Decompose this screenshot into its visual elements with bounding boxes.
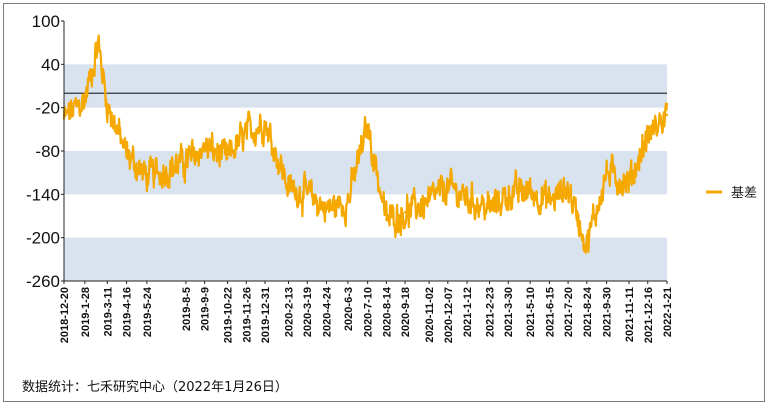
data-point [346,200,350,203]
data-point [325,207,328,210]
data-point [366,124,369,127]
data-point [507,193,510,196]
x-tick-label: 2020-3-19 [302,287,314,337]
data-point [97,41,100,44]
data-point [427,200,431,203]
x-tick-label: 2020-12-07 [443,287,455,343]
data-point [306,193,309,196]
data-point [263,120,267,124]
x-tick-label: 2019-10-22 [223,287,235,343]
x-tick-label: 2019-8-5 [181,287,193,331]
x-tick-label: 2021-2-23 [485,287,497,337]
series-line [62,34,669,254]
data-point [446,185,450,189]
x-tick-label: 2019-11-26 [241,287,253,343]
x-tick-label: 2019-3-11 [102,287,114,337]
x-tick-labels: 2018-12-20 2019-1-28 2019-3-11 2019-4-16 201… [59,281,674,343]
x-tick-label: 2021-1-12 [462,287,474,337]
data-point [203,146,206,149]
data-point [106,102,109,106]
x-tick-label: 2021-9-30 [602,287,614,337]
y-tick-label: -260 [26,272,60,291]
x-tick-label: 2019-9-9 [200,287,212,331]
x-tick-label: 2020-6-3 [343,287,355,331]
x-tick-label: 2021-7-20 [563,287,575,337]
data-point [385,218,388,221]
data-source-note: 数据统计：七禾研究中心（2022年1月26日） [22,380,288,395]
x-tick-label: 2021-5-10 [525,287,537,337]
data-point [465,196,469,200]
data-point [403,211,407,214]
x-tick-label: 2019-1-28 [80,287,92,337]
data-point [627,182,631,185]
data-point [83,99,87,102]
data-point [665,113,669,117]
legend: 基差 [706,186,757,201]
y-tick-label: -200 [26,229,60,248]
x-tick-label: 2021-6-15 [544,287,556,337]
y-tick-label: -140 [26,185,60,204]
x-tick-label: 2019-5-24 [142,286,154,337]
y-tick-label: 40 [41,55,60,74]
x-tick-label: 2021-12-16 [643,287,655,343]
series-line-basis [62,34,669,254]
y-tick-label: -20 [35,99,60,118]
legend-label: 基差 [731,186,757,201]
x-tick-label: 2021-3-30 [503,287,515,337]
x-tick-label: 2019-12-31 [260,287,272,343]
data-point [548,200,551,203]
y-tick-label: 100 [32,12,60,31]
data-point [226,157,229,160]
y-tick-label: -80 [35,142,60,161]
data-point [585,243,589,247]
x-tick-label: 2021-11-11 [624,287,636,342]
data-point [245,131,248,135]
x-tick-label: 2020-7-10 [363,287,375,337]
data-point [605,171,608,174]
data-point [125,153,128,156]
y-tick-labels: 100 40 -20 -80 -140 -200 -260 [26,12,64,291]
x-tick-label: 2020-8-14 [381,286,393,337]
x-tick-label: 2018-12-20 [59,287,71,343]
x-tick-label: 2020-11-02 [424,287,436,343]
x-tick-label: 2021-8-24 [582,286,594,337]
data-point [184,160,188,164]
data-point [528,189,532,192]
x-tick-label: 2022-1-21 [662,287,674,337]
shaded-band-2 [64,64,667,108]
data-point [287,185,290,189]
data-point [646,135,649,138]
shaded-band-0 [64,237,667,281]
x-tick-label: 2020-4-24 [321,286,333,337]
data-point [566,185,570,189]
x-tick-label: 2020-2-13 [284,287,296,337]
data-point [145,175,149,178]
x-tick-label: 2020-9-18 [400,287,412,337]
data-point [488,207,491,210]
x-tick-label: 2019-4-16 [122,287,134,337]
